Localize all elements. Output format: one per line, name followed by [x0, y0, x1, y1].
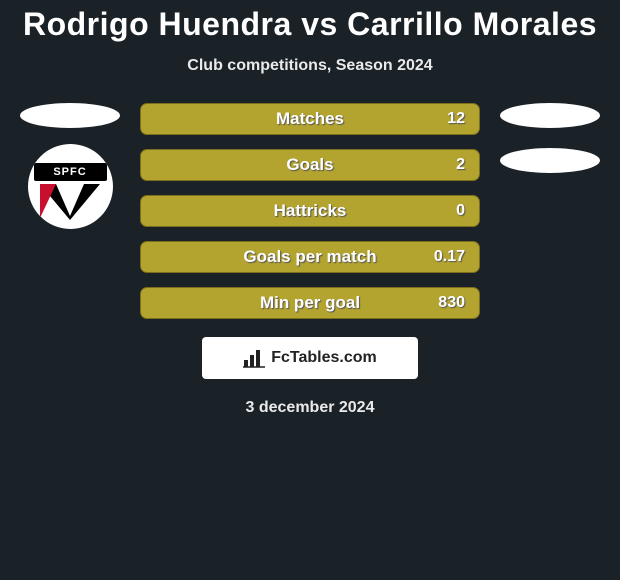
stats-column: Matches 12 Goals 2 Hattricks 0 Goals per match…	[140, 103, 480, 319]
comparison-layout: SPFC Matches 12 Goals 2 Hattricks 0 Goals per …	[0, 103, 620, 319]
stat-value: 0.17	[434, 248, 465, 266]
stat-bar: Matches 12	[140, 103, 480, 135]
date-text: 3 december 2024	[0, 399, 620, 417]
page-title: Rodrigo Huendra vs Carrillo Morales	[0, 6, 620, 43]
club-badge-spfc: SPFC	[28, 144, 113, 229]
badge-triangle-white	[56, 184, 84, 216]
stat-bar: Goals 2	[140, 149, 480, 181]
badge-triangle-red	[40, 184, 56, 218]
stat-bar: Goals per match 0.17	[140, 241, 480, 273]
subtitle: Club competitions, Season 2024	[0, 57, 620, 75]
left-player-column: SPFC	[20, 103, 120, 229]
fctables-label: FcTables.com	[271, 349, 377, 367]
stat-label: Goals per match	[243, 247, 376, 267]
player-left-ellipse	[20, 103, 120, 128]
bar-chart-icon	[243, 348, 265, 368]
club-badge-text: SPFC	[34, 163, 107, 181]
stat-value: 830	[438, 294, 465, 312]
widget-root: Rodrigo Huendra vs Carrillo Morales Club…	[0, 0, 620, 417]
stat-label: Goals	[286, 155, 333, 175]
stat-bars-list: Matches 12 Goals 2 Hattricks 0 Goals per match…	[140, 103, 480, 319]
stat-value: 12	[447, 110, 465, 128]
stat-bar: Hattricks 0	[140, 195, 480, 227]
stat-value: 0	[456, 202, 465, 220]
stat-label: Min per goal	[260, 293, 360, 313]
stat-label: Hattricks	[274, 201, 347, 221]
stat-label: Matches	[276, 109, 344, 129]
player-right-ellipse-2	[500, 148, 600, 173]
player-right-ellipse-1	[500, 103, 600, 128]
fctables-attribution[interactable]: FcTables.com	[202, 337, 418, 379]
stat-value: 2	[456, 156, 465, 174]
stat-bar: Min per goal 830	[140, 287, 480, 319]
right-player-column	[500, 103, 600, 173]
